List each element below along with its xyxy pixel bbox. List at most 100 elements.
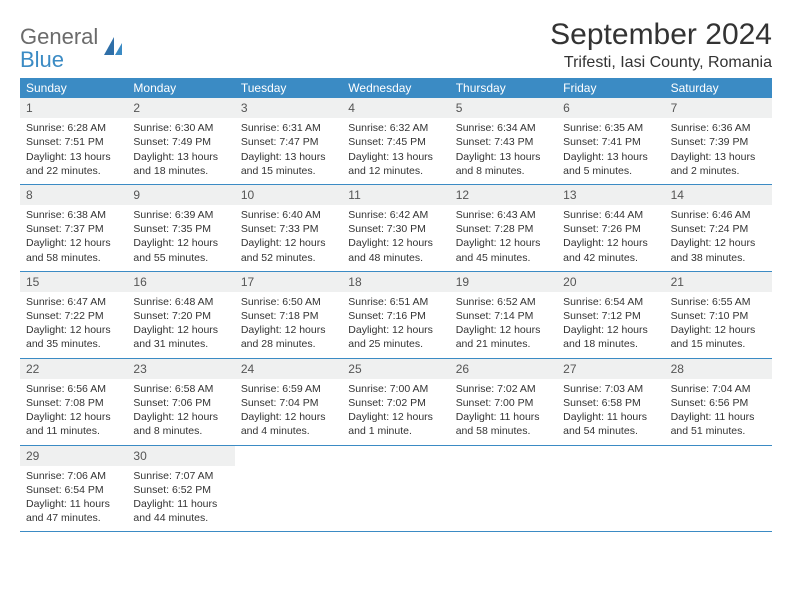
day-number: 27 bbox=[557, 359, 664, 379]
week-row: 22Sunrise: 6:56 AMSunset: 7:08 PMDayligh… bbox=[20, 359, 772, 446]
day-cell-28: 28 Sunrise: 7:04 AMSunset: 6:56 PMDayligh… bbox=[665, 359, 772, 445]
day-sunset: Sunset: 7:24 PM bbox=[671, 222, 766, 236]
day-number: 12 bbox=[450, 185, 557, 205]
day-sunrise: Sunrise: 6:35 AM bbox=[563, 121, 658, 135]
weekday-header-row: SundayMondayTuesdayWednesdayThursdayFrid… bbox=[20, 78, 772, 98]
sail-icon bbox=[102, 35, 126, 64]
day-dl1: Daylight: 12 hours bbox=[26, 236, 121, 250]
empty-cell bbox=[557, 446, 664, 532]
day-dl1: Daylight: 12 hours bbox=[456, 323, 551, 337]
day-cell-15: 15Sunrise: 6:47 AMSunset: 7:22 PMDayligh… bbox=[20, 272, 127, 358]
day-dl1: Daylight: 13 hours bbox=[563, 150, 658, 164]
day-sunset: Sunset: 6:56 PM bbox=[671, 396, 766, 410]
logo-word-general: General bbox=[20, 24, 98, 49]
day-sunrise: Sunrise: 6:31 AM bbox=[241, 121, 336, 135]
day-cell-19: 19Sunrise: 6:52 AMSunset: 7:14 PMDayligh… bbox=[450, 272, 557, 358]
day-dl1: Daylight: 12 hours bbox=[563, 323, 658, 337]
day-number: 22 bbox=[20, 359, 127, 379]
day-number: 2 bbox=[127, 98, 234, 118]
day-number: 5 bbox=[450, 98, 557, 118]
weeks-container: 1Sunrise: 6:28 AMSunset: 7:51 PMDaylight… bbox=[20, 98, 772, 532]
day-cell-2: 2Sunrise: 6:30 AMSunset: 7:49 PMDaylight… bbox=[127, 98, 234, 184]
day-cell-9: 9Sunrise: 6:39 AMSunset: 7:35 PMDaylight… bbox=[127, 185, 234, 271]
day-dl2: and 55 minutes. bbox=[133, 251, 228, 265]
day-sunset: Sunset: 7:45 PM bbox=[348, 135, 443, 149]
day-sunset: Sunset: 7:28 PM bbox=[456, 222, 551, 236]
day-dl2: and 15 minutes. bbox=[671, 337, 766, 351]
week-row: 1Sunrise: 6:28 AMSunset: 7:51 PMDaylight… bbox=[20, 98, 772, 185]
day-dl2: and 28 minutes. bbox=[241, 337, 336, 351]
day-cell-3: 3Sunrise: 6:31 AMSunset: 7:47 PMDaylight… bbox=[235, 98, 342, 184]
day-cell-22: 22Sunrise: 6:56 AMSunset: 7:08 PMDayligh… bbox=[20, 359, 127, 445]
day-dl2: and 31 minutes. bbox=[133, 337, 228, 351]
day-number: 23 bbox=[127, 359, 234, 379]
day-dl2: and 8 minutes. bbox=[133, 424, 228, 438]
day-dl2: and 8 minutes. bbox=[456, 164, 551, 178]
day-dl2: and 51 minutes. bbox=[671, 424, 766, 438]
day-number: 11 bbox=[342, 185, 449, 205]
day-sunrise: Sunrise: 7:03 AM bbox=[563, 382, 658, 396]
empty-cell bbox=[450, 446, 557, 532]
day-number: 20 bbox=[557, 272, 664, 292]
day-sunset: Sunset: 7:16 PM bbox=[348, 309, 443, 323]
day-cell-25: 25Sunrise: 7:00 AMSunset: 7:02 PMDayligh… bbox=[342, 359, 449, 445]
day-sunset: Sunset: 7:26 PM bbox=[563, 222, 658, 236]
day-sunset: Sunset: 7:35 PM bbox=[133, 222, 228, 236]
day-cell-29: 29Sunrise: 7:06 AMSunset: 6:54 PMDayligh… bbox=[20, 446, 127, 532]
day-sunrise: Sunrise: 6:51 AM bbox=[348, 295, 443, 309]
day-dl2: and 1 minute. bbox=[348, 424, 443, 438]
day-dl2: and 12 minutes. bbox=[348, 164, 443, 178]
day-dl2: and 4 minutes. bbox=[241, 424, 336, 438]
calendar: SundayMondayTuesdayWednesdayThursdayFrid… bbox=[20, 78, 772, 532]
day-sunset: Sunset: 7:06 PM bbox=[133, 396, 228, 410]
day-cell-27: 27Sunrise: 7:03 AMSunset: 6:58 PMDayligh… bbox=[557, 359, 664, 445]
day-dl1: Daylight: 13 hours bbox=[26, 150, 121, 164]
day-cell-1: 1Sunrise: 6:28 AMSunset: 7:51 PMDaylight… bbox=[20, 98, 127, 184]
day-dl1: Daylight: 12 hours bbox=[671, 236, 766, 250]
day-dl1: Daylight: 12 hours bbox=[348, 323, 443, 337]
day-cell-12: 12Sunrise: 6:43 AMSunset: 7:28 PMDayligh… bbox=[450, 185, 557, 271]
day-sunrise: Sunrise: 7:00 AM bbox=[348, 382, 443, 396]
day-number: 7 bbox=[665, 98, 772, 118]
week-row: 15Sunrise: 6:47 AMSunset: 7:22 PMDayligh… bbox=[20, 272, 772, 359]
day-sunset: Sunset: 7:10 PM bbox=[671, 309, 766, 323]
day-dl1: Daylight: 11 hours bbox=[563, 410, 658, 424]
day-cell-14: 14Sunrise: 6:46 AMSunset: 7:24 PMDayligh… bbox=[665, 185, 772, 271]
header: General Blue September 2024 Trifesti, Ia… bbox=[20, 18, 772, 72]
day-sunrise: Sunrise: 7:04 AM bbox=[671, 382, 766, 396]
day-number: 4 bbox=[342, 98, 449, 118]
day-sunrise: Sunrise: 6:54 AM bbox=[563, 295, 658, 309]
day-dl2: and 35 minutes. bbox=[26, 337, 121, 351]
day-sunrise: Sunrise: 6:34 AM bbox=[456, 121, 551, 135]
day-number: 21 bbox=[665, 272, 772, 292]
day-number: 28 bbox=[665, 359, 772, 379]
day-dl1: Daylight: 12 hours bbox=[133, 323, 228, 337]
day-number: 8 bbox=[20, 185, 127, 205]
day-sunset: Sunset: 7:49 PM bbox=[133, 135, 228, 149]
day-number: 10 bbox=[235, 185, 342, 205]
logo: General Blue bbox=[20, 18, 126, 72]
weekday-monday: Monday bbox=[127, 78, 234, 98]
day-dl1: Daylight: 11 hours bbox=[671, 410, 766, 424]
day-dl2: and 18 minutes. bbox=[133, 164, 228, 178]
day-cell-10: 10Sunrise: 6:40 AMSunset: 7:33 PMDayligh… bbox=[235, 185, 342, 271]
day-sunrise: Sunrise: 6:40 AM bbox=[241, 208, 336, 222]
weekday-friday: Friday bbox=[557, 78, 664, 98]
logo-text: General Blue bbox=[20, 26, 98, 72]
day-cell-8: 8Sunrise: 6:38 AMSunset: 7:37 PMDaylight… bbox=[20, 185, 127, 271]
day-dl1: Daylight: 12 hours bbox=[563, 236, 658, 250]
day-dl1: Daylight: 12 hours bbox=[348, 236, 443, 250]
day-dl1: Daylight: 12 hours bbox=[456, 236, 551, 250]
day-sunset: Sunset: 7:41 PM bbox=[563, 135, 658, 149]
day-sunset: Sunset: 7:12 PM bbox=[563, 309, 658, 323]
day-dl2: and 15 minutes. bbox=[241, 164, 336, 178]
day-number: 29 bbox=[20, 446, 127, 466]
day-dl1: Daylight: 13 hours bbox=[348, 150, 443, 164]
day-dl1: Daylight: 12 hours bbox=[133, 236, 228, 250]
day-sunrise: Sunrise: 6:28 AM bbox=[26, 121, 121, 135]
day-number: 9 bbox=[127, 185, 234, 205]
day-sunrise: Sunrise: 6:42 AM bbox=[348, 208, 443, 222]
day-cell-16: 16Sunrise: 6:48 AMSunset: 7:20 PMDayligh… bbox=[127, 272, 234, 358]
day-cell-23: 23Sunrise: 6:58 AMSunset: 7:06 PMDayligh… bbox=[127, 359, 234, 445]
day-sunset: Sunset: 7:30 PM bbox=[348, 222, 443, 236]
